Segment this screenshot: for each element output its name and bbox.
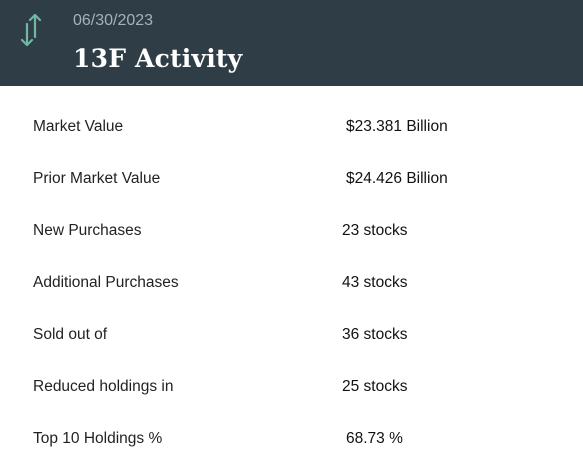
row-sold-out: Sold out of 36 stocks (0, 322, 583, 352)
row-label: Sold out of (33, 326, 108, 343)
row-new-purchases: New Purchases 23 stocks (0, 218, 583, 248)
row-value: 25 stocks (342, 378, 408, 395)
row-value: 68.73 % (346, 430, 403, 447)
row-value: $23.381 Billion (346, 118, 448, 135)
row-value: 43 stocks (342, 274, 408, 291)
row-label: New Purchases (33, 222, 142, 239)
report-date: 06/30/2023 (73, 12, 154, 29)
row-market-value: Market Value $23.381 Billion (0, 114, 583, 144)
row-label: Reduced holdings in (33, 378, 174, 395)
row-prior-market-value: Prior Market Value $24.426 Billion (0, 166, 583, 196)
up-down-arrows-icon (20, 13, 42, 47)
row-label: Market Value (33, 118, 124, 135)
row-value: 36 stocks (342, 326, 408, 343)
row-top-10-holdings: Top 10 Holdings % 68.73 % (0, 426, 583, 456)
row-label: Prior Market Value (33, 170, 161, 187)
row-label: Top 10 Holdings % (33, 430, 163, 447)
activity-header: 06/30/2023 13F Activity (0, 0, 583, 86)
row-value: $24.426 Billion (346, 170, 448, 187)
row-value: 23 stocks (342, 222, 408, 239)
row-additional-purchases: Additional Purchases 43 stocks (0, 270, 583, 300)
row-reduced-holdings: Reduced holdings in 25 stocks (0, 374, 583, 404)
page-title: 13F Activity (73, 44, 243, 73)
row-label: Additional Purchases (33, 274, 179, 291)
